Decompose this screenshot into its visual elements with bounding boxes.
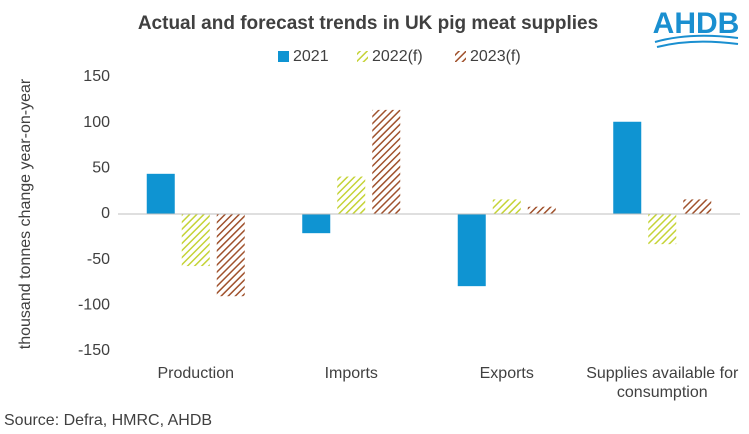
y-tick-label: 100 xyxy=(83,114,110,131)
bar xyxy=(216,214,245,297)
bar xyxy=(492,199,521,214)
y-tick-label: -50 xyxy=(87,251,110,268)
x-tick-label: Production xyxy=(157,365,235,382)
y-tick-label: 0 xyxy=(101,205,110,222)
legend-swatch xyxy=(357,51,368,62)
bar xyxy=(527,206,556,214)
bar xyxy=(613,121,642,214)
legend-swatch xyxy=(278,51,289,62)
legend-label: 2021 xyxy=(293,48,329,65)
source: Source: Defra, HMRC, AHDB xyxy=(4,412,212,429)
logo-swoosh xyxy=(656,40,739,48)
bar xyxy=(648,214,677,245)
chart-title: Actual and forecast trends in UK pig mea… xyxy=(138,13,598,34)
bar xyxy=(181,214,210,267)
x-tick-label: Exports xyxy=(479,365,534,382)
bar xyxy=(146,173,175,214)
x-tick-label: Supplies available for consumption xyxy=(586,365,739,401)
bar xyxy=(457,214,486,287)
legend-label: 2023(f) xyxy=(470,48,521,65)
legend-label: 2022(f) xyxy=(372,48,423,65)
bar xyxy=(372,109,401,214)
y-tick-label: -150 xyxy=(78,342,110,359)
bar xyxy=(683,199,712,214)
x-tick-label: Imports xyxy=(324,365,378,382)
y-tick-label: 50 xyxy=(92,160,110,177)
y-axis-label: thousand tonnes change year-on-year xyxy=(17,78,34,349)
legend-swatch xyxy=(455,51,466,62)
y-tick-label: -100 xyxy=(78,297,110,314)
logo: AHDB xyxy=(653,7,740,40)
bar xyxy=(302,214,331,234)
logo-swoosh xyxy=(654,34,739,43)
y-tick-label: 150 xyxy=(83,68,110,85)
bar xyxy=(337,176,366,214)
